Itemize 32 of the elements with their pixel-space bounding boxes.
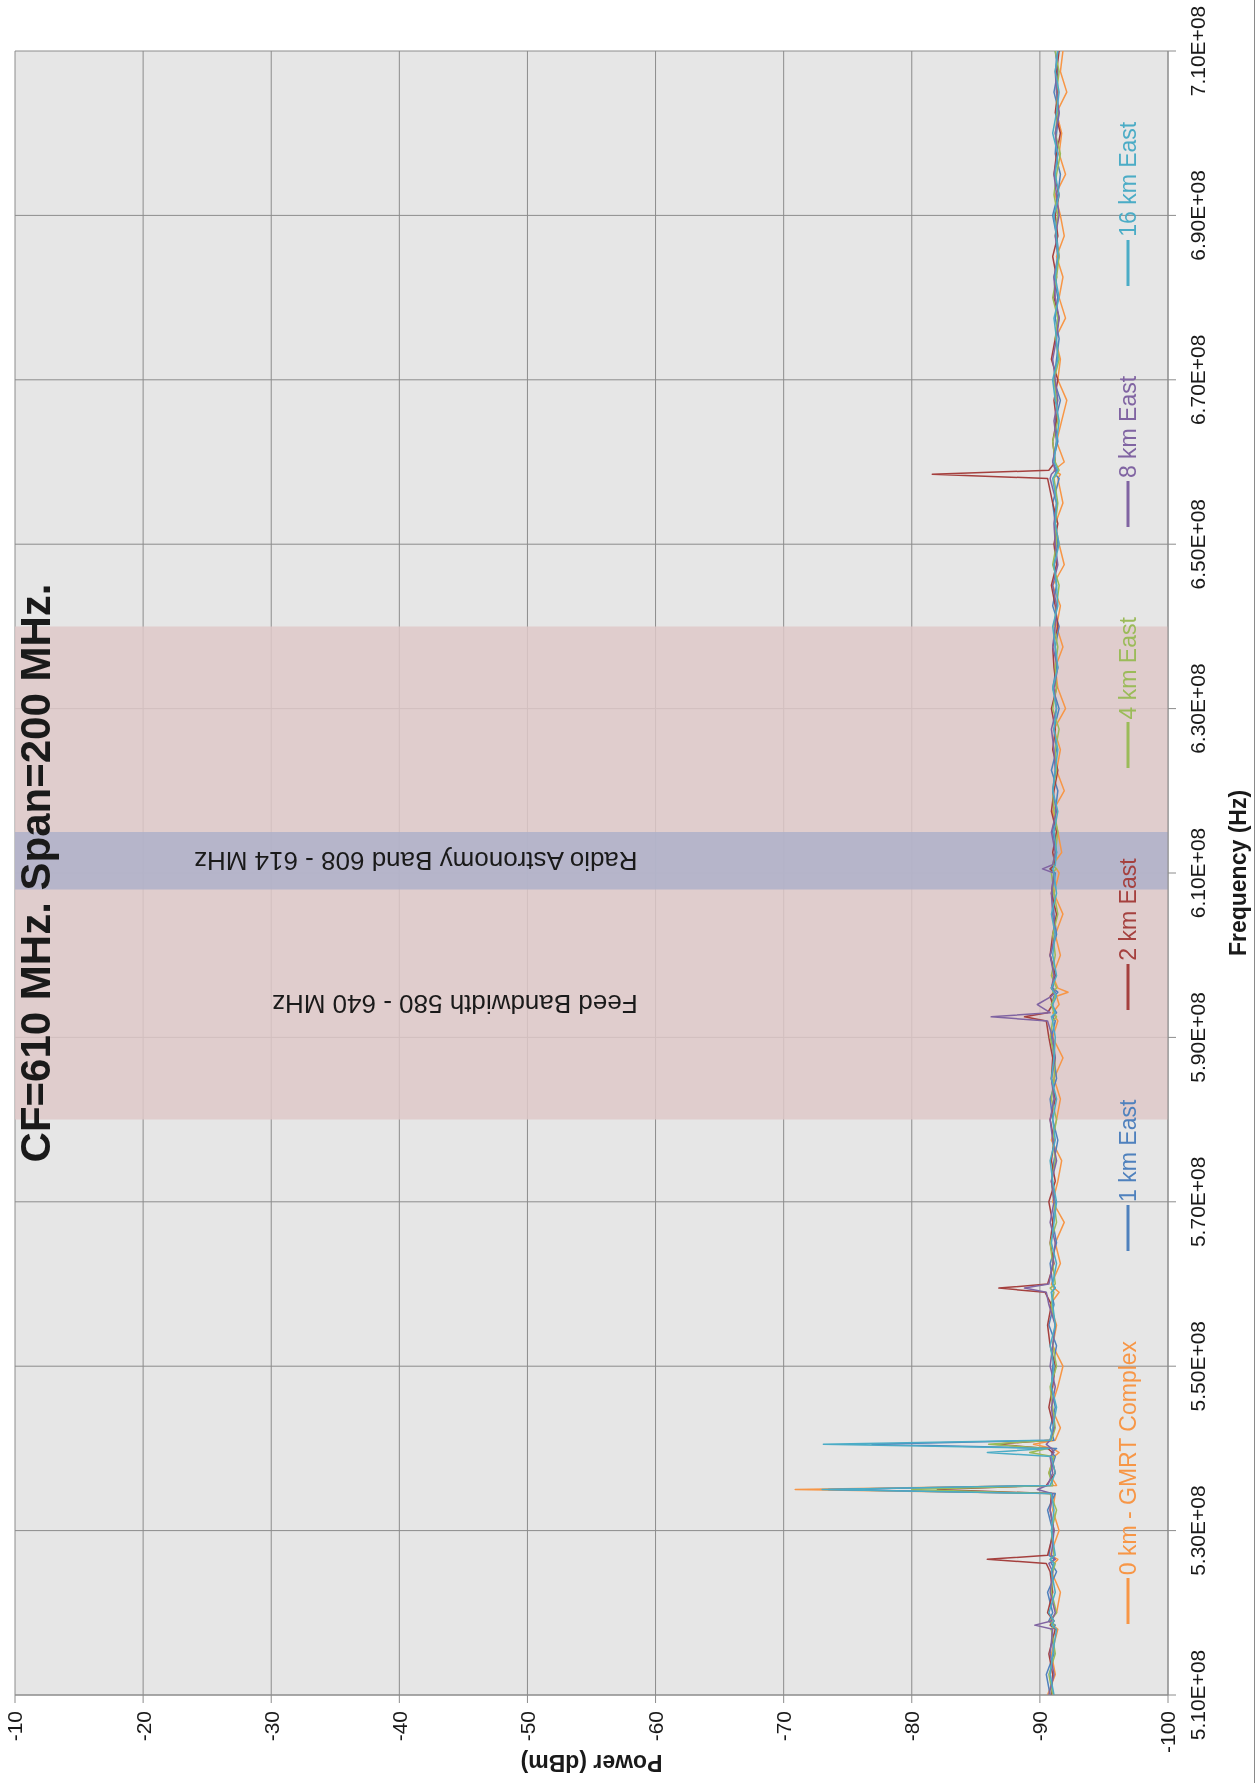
- x-tick-label: -20: [131, 1711, 155, 1742]
- band-label: Radio Astronomy Band 608 - 614 MHz: [193, 845, 638, 876]
- y-tick-label: 5.10E+08: [1185, 1649, 1209, 1741]
- x-axis-title: Power (dBm): [520, 1749, 663, 1776]
- x-tick-label: -90: [1028, 1711, 1052, 1742]
- text: 2 km East: [1113, 858, 1142, 961]
- y-tick-label: 6.10E+08: [1185, 827, 1209, 919]
- x-tick-label: -40: [387, 1711, 411, 1742]
- y-tick-label: 5.30E+08: [1185, 1485, 1209, 1576]
- x-tick-label: -100: [1156, 1711, 1180, 1754]
- text: 8 km East: [1113, 375, 1142, 479]
- y-tick-label: 5.50E+08: [1185, 1320, 1209, 1412]
- y-tick-label: 6.70E+08: [1185, 334, 1209, 426]
- x-tick-label: -50: [515, 1711, 539, 1742]
- y-tick-label: 6.30E+08: [1185, 663, 1209, 754]
- text: 0 km - GMRT Complex: [1113, 1340, 1142, 1576]
- x-tick-label: -80: [900, 1711, 924, 1742]
- y-tick-label: 5.90E+08: [1185, 992, 1209, 1083]
- text: 1 km East: [1113, 1099, 1142, 1202]
- y-axis-title: Frequency (Hz): [1225, 789, 1251, 957]
- y-tick-label: 6.50E+08: [1185, 498, 1209, 590]
- x-tick-label: -10: [3, 1711, 27, 1742]
- y-tick-label: 5.70E+08: [1185, 1156, 1209, 1248]
- y-tick-label: 7.10E+08: [1185, 5, 1209, 97]
- y-tick-label: 6.90E+08: [1185, 170, 1209, 261]
- text: 4 km East: [1113, 617, 1142, 720]
- text: 16 km East: [1113, 121, 1142, 237]
- x-tick-label: -60: [644, 1711, 668, 1742]
- x-tick-label: -70: [772, 1711, 796, 1742]
- band-label: Feed Bandwidth 580 - 640 MHz: [271, 989, 638, 1020]
- x-tick-label: -30: [259, 1711, 283, 1742]
- text: CF=610 MHz. Span=200 MHz.: [12, 582, 59, 1165]
